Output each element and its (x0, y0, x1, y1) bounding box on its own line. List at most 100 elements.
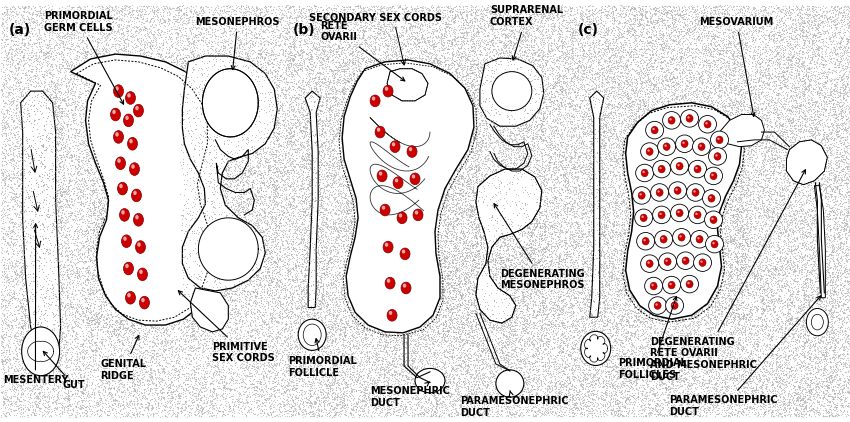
Point (532, 409, 546, 416)
Point (824, 100, 838, 107)
Point (623, 377, 637, 384)
Point (483, 73, 496, 80)
Point (376, 328, 389, 335)
Point (545, 233, 558, 239)
Point (135, 149, 149, 156)
Point (42, 43, 55, 50)
Point (413, 378, 427, 384)
Point (372, 194, 386, 200)
Point (408, 319, 422, 325)
Point (335, 317, 348, 324)
Point (367, 193, 381, 200)
Point (567, 317, 581, 324)
Point (371, 117, 385, 124)
Point (249, 38, 263, 45)
Point (464, 61, 478, 68)
Point (42, 172, 55, 179)
Point (108, 313, 122, 319)
Point (176, 364, 190, 371)
Point (285, 394, 298, 401)
Point (654, 130, 667, 136)
Point (184, 31, 198, 38)
Point (836, 389, 850, 396)
Point (666, 63, 680, 70)
Point (350, 349, 364, 356)
Point (600, 264, 614, 271)
Point (422, 127, 436, 134)
Point (719, 259, 733, 265)
Point (187, 268, 201, 275)
Point (320, 122, 334, 129)
Point (595, 311, 609, 317)
Point (619, 287, 632, 293)
Point (763, 305, 777, 312)
Point (733, 291, 746, 298)
Point (142, 402, 156, 409)
Point (662, 22, 676, 29)
Point (192, 195, 206, 201)
Point (729, 26, 743, 33)
Point (4, 292, 18, 299)
Point (479, 273, 493, 280)
Point (758, 92, 772, 99)
Point (797, 116, 811, 122)
Point (735, 125, 749, 132)
Point (190, 299, 203, 306)
Point (652, 185, 666, 192)
Point (314, 309, 328, 316)
Point (204, 173, 218, 180)
Point (604, 380, 618, 387)
Point (272, 220, 286, 227)
Point (402, 341, 416, 348)
Point (452, 248, 466, 255)
Point (226, 369, 240, 376)
Point (332, 8, 345, 15)
Point (301, 138, 314, 144)
Point (718, 380, 732, 387)
Point (21, 213, 35, 220)
Point (536, 136, 550, 143)
Point (139, 219, 153, 226)
Point (247, 94, 261, 101)
Point (224, 274, 237, 281)
Point (494, 316, 507, 322)
Point (657, 106, 671, 113)
Point (407, 260, 421, 267)
Point (28, 165, 42, 172)
Point (286, 244, 300, 251)
Point (799, 164, 813, 170)
Point (662, 126, 676, 133)
Point (382, 296, 396, 303)
Point (328, 256, 342, 263)
Point (565, 276, 579, 283)
Point (649, 57, 662, 64)
Point (569, 399, 582, 406)
Point (0, 206, 10, 212)
Point (685, 136, 699, 143)
Point (377, 65, 391, 72)
Point (284, 100, 298, 107)
Point (274, 381, 287, 388)
Point (337, 131, 351, 138)
Point (285, 346, 298, 353)
Point (466, 290, 479, 297)
Point (688, 278, 701, 284)
Point (445, 185, 458, 192)
Point (569, 165, 582, 172)
Point (605, 382, 619, 389)
Point (649, 56, 662, 62)
Point (133, 27, 146, 33)
Point (397, 355, 411, 362)
Point (117, 51, 131, 58)
Point (556, 2, 570, 9)
Point (818, 207, 831, 214)
Point (615, 380, 628, 387)
Point (529, 10, 542, 16)
Point (574, 201, 587, 208)
Point (463, 361, 477, 368)
Point (501, 334, 514, 341)
Point (700, 162, 713, 168)
Point (756, 225, 769, 232)
Point (528, 134, 541, 141)
Point (391, 384, 405, 390)
